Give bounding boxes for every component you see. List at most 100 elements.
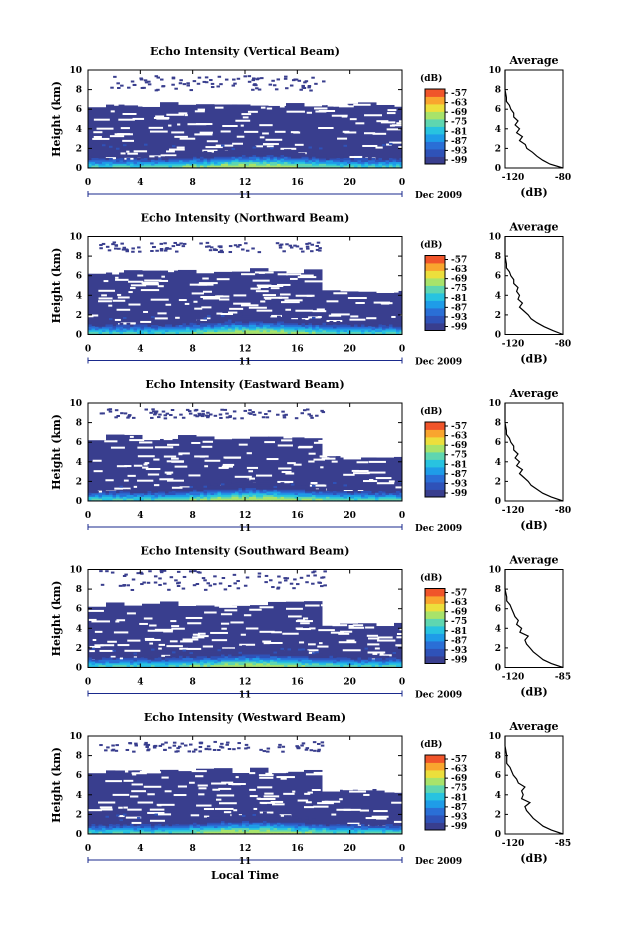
echo-cell (186, 655, 190, 659)
echo-cell (221, 152, 225, 156)
colorbar-segment (425, 326, 445, 330)
echo-cell (158, 326, 162, 329)
echo-cell (217, 820, 222, 823)
echo-cell (165, 328, 169, 331)
echo-gap (257, 286, 269, 289)
echo-cell (336, 496, 341, 499)
echo-cell (233, 244, 238, 247)
echo-cell (151, 492, 155, 496)
echo-cell (266, 818, 271, 822)
echo-gap (377, 442, 390, 445)
echo-cell (193, 154, 197, 157)
echo-gap (163, 438, 173, 441)
echo-cell (399, 492, 402, 496)
echo-cell (123, 496, 127, 499)
echo-cell (238, 328, 243, 331)
echo-cell (263, 315, 267, 318)
echo-cell (249, 655, 253, 659)
echo-gap (153, 117, 170, 120)
echo-cell (209, 246, 214, 249)
echo-cell (133, 156, 138, 159)
echo-cell (116, 329, 120, 333)
echo-cell (189, 653, 194, 657)
echo-gap (254, 602, 267, 605)
echo-cell (277, 815, 281, 818)
echo-gap (122, 113, 137, 116)
echo-cell (245, 329, 250, 333)
echo-cell (193, 827, 197, 830)
echo-gap (343, 457, 362, 460)
colorbar-tick-label: -87 (451, 636, 467, 646)
echo-cell (109, 827, 113, 830)
echo-cell (102, 662, 106, 666)
echo-cell (144, 498, 148, 501)
echo-cell (238, 313, 243, 317)
echo-cell (245, 827, 250, 830)
echo-cell (245, 661, 250, 664)
echo-cell (291, 494, 295, 497)
echo-cell (231, 491, 236, 494)
echo-cell (368, 496, 372, 499)
echo-cell (203, 662, 208, 666)
echo-gap (318, 629, 335, 632)
echo-cell (287, 657, 292, 660)
echo-cell (99, 570, 103, 573)
echo-cell (116, 827, 120, 830)
colorbar-tick-label: -87 (451, 470, 467, 480)
echo-gap (343, 473, 355, 476)
local-time-label: Local Time (211, 869, 279, 882)
echo-cell (228, 482, 232, 485)
echo-cell (231, 822, 236, 825)
echo-cell (322, 326, 327, 329)
echo-cell (319, 825, 323, 829)
echo-cell (368, 331, 372, 334)
echo-cell (326, 659, 330, 662)
echo-cell (231, 655, 236, 659)
echo-cell (140, 161, 145, 164)
echo-cell (382, 655, 386, 659)
echo-gap (192, 633, 201, 636)
echo-cell (321, 411, 326, 414)
colorbar-tick-label: -69 (451, 441, 467, 451)
echo-cell (259, 158, 264, 161)
echo-cell (105, 822, 110, 825)
echo-cell (385, 664, 390, 667)
echo-cell (186, 831, 190, 834)
echo-cell (238, 653, 243, 657)
echo-cell (207, 825, 211, 829)
echo-gap (116, 619, 126, 622)
echo-cell (291, 154, 295, 157)
echo-cell (266, 650, 271, 653)
echo-cell (340, 326, 344, 329)
echo-cell (224, 322, 229, 326)
echo-gap (259, 136, 265, 139)
echo-cell (294, 331, 299, 334)
echo-gap (194, 133, 213, 136)
echo-cell (242, 149, 246, 152)
echo-gap (88, 809, 102, 812)
echo-cell (308, 496, 313, 499)
echo-cell (249, 824, 253, 827)
echo-cell (145, 744, 150, 747)
colorbar-segment (425, 306, 445, 309)
echo-cell (151, 827, 155, 830)
echo-cell (294, 150, 299, 154)
echo-cell (277, 331, 281, 334)
echo-cell (196, 487, 201, 490)
echo-cell (161, 329, 166, 333)
echo-cell (252, 324, 257, 327)
echo-cell (347, 329, 351, 333)
colorbar-segment (425, 130, 445, 133)
echo-cell (221, 320, 225, 324)
echo-cell (158, 661, 162, 664)
echo-gap (395, 102, 402, 105)
echo-cell (224, 159, 229, 163)
echo-gap (280, 777, 287, 780)
echo-cell (168, 158, 173, 161)
echo-cell (172, 145, 176, 148)
echo-cell (266, 159, 271, 163)
echo-gap (153, 458, 160, 461)
echo-cell (210, 161, 215, 164)
echo-cell (322, 827, 327, 830)
echo-cell (154, 158, 159, 161)
